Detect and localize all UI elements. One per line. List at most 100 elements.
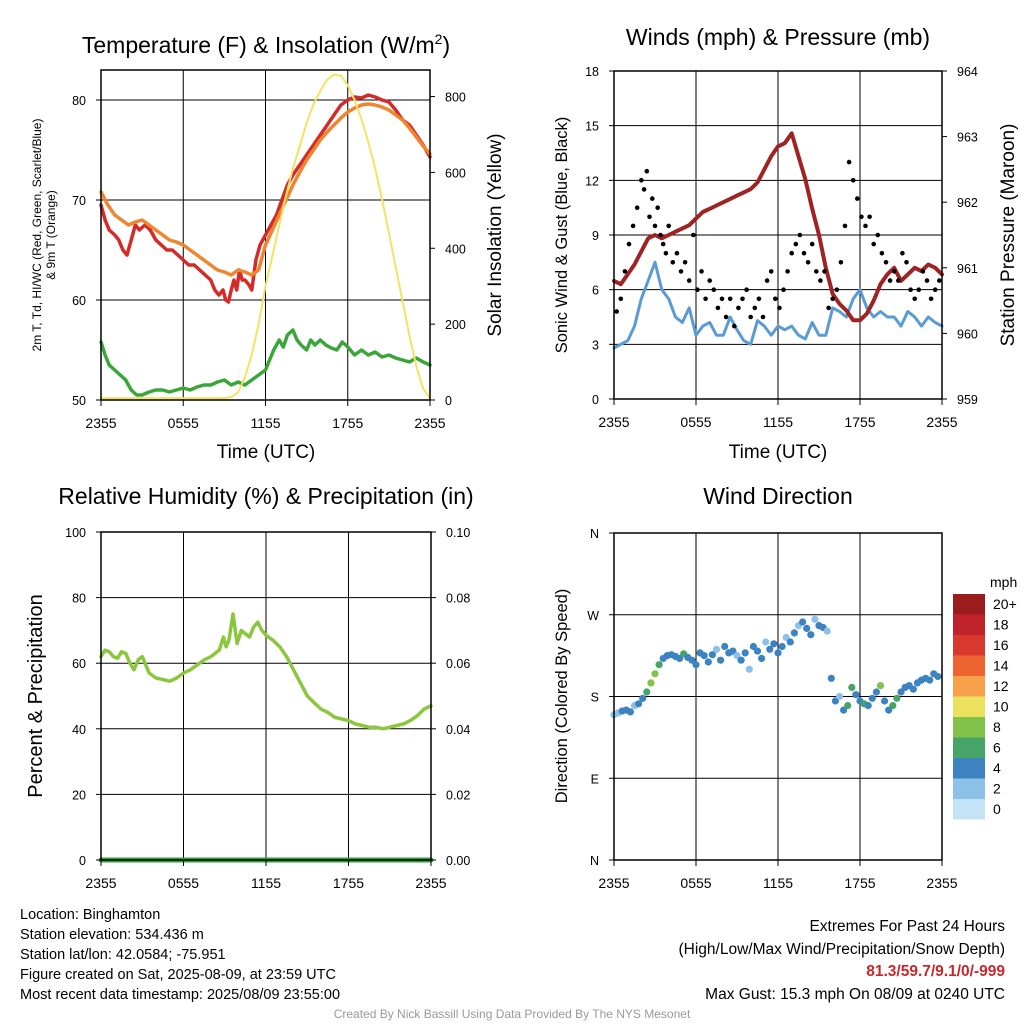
- wind-direction-point: [803, 624, 811, 633]
- wind-gust-point: [859, 214, 864, 220]
- wind-gust-point: [822, 269, 827, 274]
- wind-direction-y-tick-label: N: [590, 854, 599, 868]
- wind-gust-point: [871, 241, 876, 247]
- speed-legend-swatch: [953, 778, 985, 799]
- wind-direction-chart-title: Wind Direction: [703, 483, 853, 509]
- wind-gust-point: [650, 196, 655, 201]
- wind-direction-point: [823, 627, 831, 635]
- speed-legend-label: 16: [993, 637, 1009, 653]
- humidity-x-tick-label: 2355: [415, 875, 446, 891]
- wind-gust-point: [711, 287, 717, 293]
- wind-gust-point: [652, 223, 658, 229]
- wind-gust-point: [908, 287, 913, 293]
- speed-legend-swatch: [953, 799, 985, 820]
- speed-legend-label: 6: [993, 740, 1001, 756]
- wind-y-left-tick-label: 9: [592, 229, 599, 243]
- wind-gust-point: [686, 278, 692, 283]
- speed-legend-label: 18: [993, 617, 1009, 633]
- wind-gust-point: [760, 314, 766, 320]
- wind-direction-x-tick-label: 1755: [844, 875, 875, 891]
- wind-x-tick-label: 2355: [926, 414, 957, 430]
- speed-legend-swatch: [953, 614, 985, 635]
- relative-humidity-line: [99, 612, 433, 731]
- wind-gust-point: [614, 309, 619, 314]
- temperature-y-right-ticks: 0 200 400 600 800: [430, 91, 466, 408]
- wind-y-right-tick-label: 963: [957, 131, 978, 145]
- wind-gust-point: [838, 260, 844, 265]
- wind-gust-point: [748, 314, 753, 320]
- wind-grid: [614, 70, 942, 400]
- wind-direction-y-tick-label: N: [590, 527, 599, 541]
- wind-direction-point: [889, 702, 897, 710]
- wind-y-right-tick-label: 960: [957, 327, 978, 341]
- temperature-y-right-tick-label: 200: [445, 318, 466, 332]
- wind-x-tick-label: 1755: [844, 414, 875, 430]
- humidity-x-tick-label: 2355: [85, 875, 116, 891]
- wind-direction-grid: [614, 533, 942, 860]
- wind-direction-point: [909, 685, 917, 693]
- humidity-x-tick-label: 1755: [333, 875, 364, 891]
- wind-direction-y-label: Direction (Colored By Speed): [553, 589, 571, 804]
- extremes-title: Extremes For Past 24 Hours: [809, 918, 1005, 935]
- wind-gust-point: [814, 269, 819, 274]
- wind-direction-x-ticks: 2355 0555 1155 1755 2355: [598, 860, 958, 891]
- wind-gust-point: [924, 278, 930, 283]
- wind-gust-point: [647, 214, 652, 220]
- wind-direction-point: [721, 642, 729, 651]
- wind-y-right-tick-label: 959: [957, 393, 978, 407]
- wind-y-right-tick-label: 961: [957, 262, 978, 276]
- wind-gust-point: [777, 305, 782, 311]
- wind-gust-point: [781, 287, 786, 293]
- temperature-chart-title: Temperature (F) & Insolation (W/m2): [82, 31, 450, 58]
- wind-direction-point: [790, 629, 799, 637]
- credit-line: Created By Nick Bassill Using Data Provi…: [333, 1007, 691, 1021]
- speed-legend-label: 2: [993, 781, 1001, 797]
- wind-direction-point: [626, 708, 635, 716]
- wind-gust-point: [634, 205, 640, 210]
- wind-gust-point: [875, 232, 881, 238]
- temperature-chart: Temperature (F) & Insolation (W/m2) 2355…: [30, 31, 506, 463]
- temperature-y-left-label-1: 2m T, Td, HI/WC (Red, Green, Scarlet/Blu…: [30, 119, 44, 352]
- speed-legend-label: 4: [993, 760, 1001, 776]
- wind-gust-point: [887, 278, 893, 283]
- wind-y-left-tick-label: 3: [592, 338, 599, 352]
- wind-gust-point: [707, 278, 712, 283]
- temperature-9m-line: [99, 102, 432, 277]
- wind-direction-point: [872, 688, 881, 696]
- speed-legend-swatch: [953, 758, 985, 779]
- wind-gust-point: [867, 214, 872, 220]
- wind-direction-y-tick-label: W: [587, 609, 599, 623]
- wind-gust-point: [826, 305, 831, 311]
- wind-gust-point: [674, 250, 680, 256]
- wind-gust-point: [896, 278, 901, 283]
- wind-y-left-ticks: 0 3 6 9 12 15 18: [585, 65, 614, 407]
- wind-direction-chart: Wind Direction 2355 0555 1155 1755 2355 N E S W…: [553, 483, 1017, 891]
- wind-direction-point: [774, 649, 782, 657]
- humidity-x-ticks: 2355 0555 1155 1755 2355: [85, 860, 447, 891]
- wind-direction-point: [749, 642, 758, 651]
- wind-gust-point: [655, 205, 660, 210]
- temperature-series: [99, 73, 432, 400]
- wind-direction-y-ticks: N E S W N: [587, 527, 614, 868]
- wind-gust-point: [912, 296, 917, 302]
- wind-direction-point: [753, 647, 762, 655]
- wind-direction-point: [835, 692, 844, 701]
- temperature-y-right-tick-label: 600: [445, 166, 466, 180]
- wind-x-tick-label: 0555: [680, 414, 711, 430]
- humidity-y-left-tick-label: 60: [72, 657, 86, 671]
- wind-direction-point: [717, 656, 725, 664]
- dewpoint-line: [99, 328, 432, 397]
- wind-gust-point: [626, 241, 632, 247]
- speed-legend-label: 20+: [993, 596, 1017, 612]
- wind-gust-point: [883, 260, 889, 265]
- wind-direction-point: [676, 654, 684, 663]
- wind-gust-point: [855, 196, 860, 201]
- wind-direction-point: [643, 688, 651, 696]
- wind-direction-x-tick-label: 2355: [598, 875, 629, 891]
- wind-gust-point: [756, 296, 762, 302]
- wind-gust-point: [830, 296, 835, 302]
- wind-direction-point: [733, 652, 741, 660]
- wind-gust-point: [789, 250, 794, 256]
- extremes-info: Extremes For Past 24 Hours (High/Low/Max…: [679, 916, 1006, 1006]
- wind-gust-point: [703, 296, 708, 302]
